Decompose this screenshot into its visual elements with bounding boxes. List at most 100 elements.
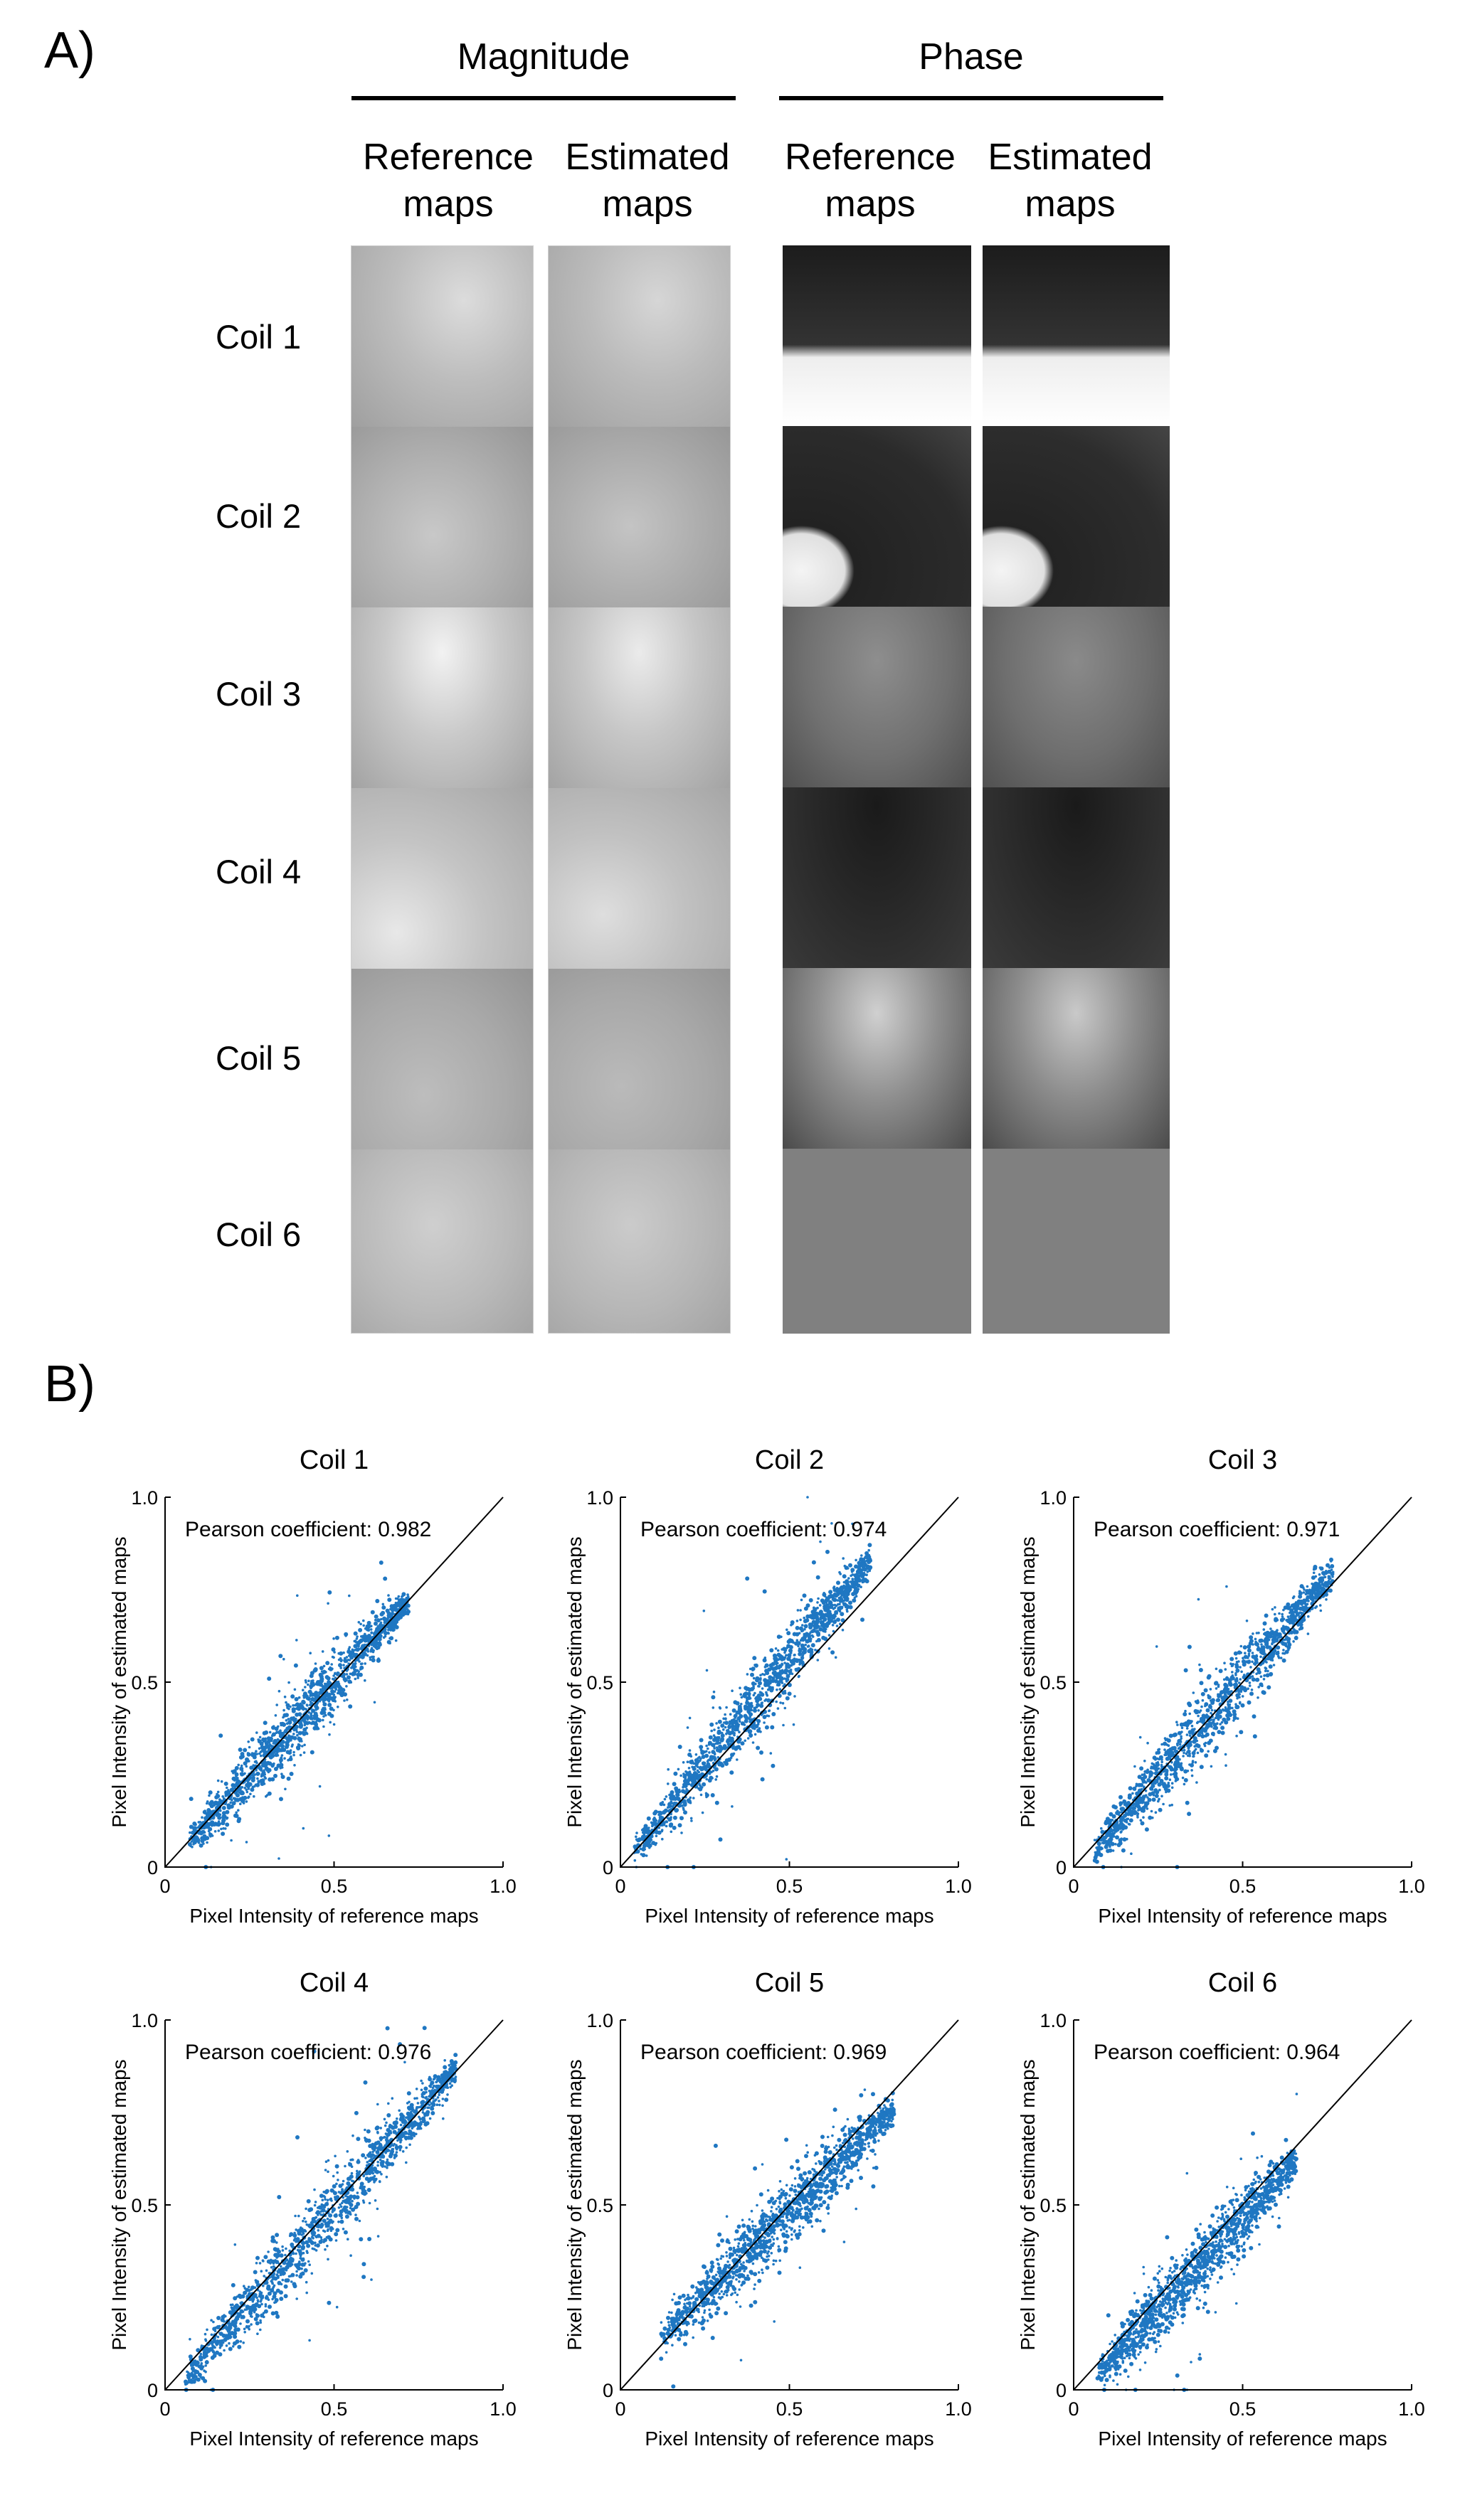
scatter-point xyxy=(758,1727,761,1730)
scatter-point xyxy=(1278,1612,1281,1615)
scatter-point xyxy=(1316,1596,1319,1599)
x-tick-label: 0 xyxy=(615,1876,625,1897)
scatter-point xyxy=(361,1662,364,1665)
scatter-point xyxy=(1250,1689,1254,1691)
scatter-point xyxy=(361,2275,366,2280)
scatter-point xyxy=(633,1859,637,1862)
scatter-point xyxy=(1284,1649,1289,1654)
scatter-point xyxy=(1170,1782,1174,1785)
scatter-point xyxy=(317,1718,322,1723)
scatter-point xyxy=(273,1767,278,1771)
scatter-point xyxy=(1227,1704,1230,1707)
scatter-point xyxy=(667,1802,672,1807)
scatter-point xyxy=(280,1772,283,1775)
scatter-point xyxy=(669,1817,672,1820)
scatter-point xyxy=(344,1679,347,1683)
scatter-point xyxy=(322,1664,326,1668)
scatter-point xyxy=(1200,1748,1204,1753)
scatter-point xyxy=(1248,1681,1252,1684)
scatter-point xyxy=(801,1650,806,1655)
scatter-point xyxy=(282,1708,285,1712)
scatter-point xyxy=(438,2103,441,2107)
scatter-point xyxy=(828,1590,833,1595)
scatter-point xyxy=(322,1685,325,1688)
scatter-point xyxy=(807,1649,812,1654)
scatter-point xyxy=(284,2253,287,2257)
scatter-point xyxy=(672,1815,677,1820)
scatter-point xyxy=(650,1839,653,1841)
scatter-point xyxy=(1162,1802,1165,1806)
scatter-point xyxy=(851,1522,854,1526)
scatter-point xyxy=(260,1745,265,1750)
scatter-point xyxy=(1234,1657,1238,1660)
scatter-point xyxy=(326,1676,331,1681)
scatter-point xyxy=(297,1705,301,1708)
scatter-point xyxy=(216,1794,219,1797)
scatter-point xyxy=(243,2285,245,2287)
scatter-point xyxy=(688,1716,692,1720)
scatter-point xyxy=(290,1694,295,1699)
scatter-point xyxy=(1249,1639,1254,1644)
scatter-point xyxy=(448,2082,452,2085)
scatter-point xyxy=(661,1837,664,1841)
scatter-point xyxy=(1269,1653,1272,1656)
scatter-point xyxy=(194,1823,197,1826)
scatter-point xyxy=(1219,1723,1222,1726)
scatter-point xyxy=(233,1797,236,1800)
scatter-point xyxy=(361,1634,366,1639)
scatter-point xyxy=(803,1627,806,1631)
scatter-point xyxy=(238,1748,243,1752)
scatter-point xyxy=(1137,1809,1140,1812)
scatter-point xyxy=(1308,1592,1311,1595)
scatter-point xyxy=(294,1703,297,1707)
scatter-point xyxy=(301,1707,305,1711)
scatter-point xyxy=(383,2117,386,2121)
scatter-point xyxy=(778,1679,783,1684)
scatter-point xyxy=(824,1598,829,1602)
scatter-point xyxy=(763,1673,766,1676)
scatter-point xyxy=(772,1677,776,1680)
scatter-point xyxy=(285,2247,287,2250)
scatter-point xyxy=(253,1785,256,1788)
scatter-point xyxy=(829,1605,834,1610)
scatter-point xyxy=(250,1737,255,1742)
scatter-point xyxy=(1195,1739,1199,1743)
scatter-point xyxy=(867,1553,871,1557)
scatter-point xyxy=(1116,1825,1121,1829)
scatter-point xyxy=(663,1797,667,1801)
scatter-point xyxy=(1271,1607,1274,1611)
scatter-point xyxy=(359,1638,364,1643)
scatter-point xyxy=(859,1585,862,1588)
map-tile xyxy=(549,969,730,1149)
scatter-point xyxy=(274,1714,277,1717)
scatter-point xyxy=(348,1704,353,1709)
scatter-point xyxy=(206,2328,208,2332)
scatter-point xyxy=(388,1614,393,1619)
scatter-point xyxy=(708,1735,713,1740)
scatter-point xyxy=(699,1738,704,1743)
scatter-point xyxy=(1201,1713,1206,1718)
scatter-point xyxy=(1270,1633,1273,1637)
scatter-point xyxy=(1273,1632,1276,1634)
scatter-point xyxy=(1232,1712,1237,1717)
scatter-point xyxy=(241,1797,246,1802)
scatter-point xyxy=(307,1691,311,1694)
scatter-point xyxy=(207,1829,211,1833)
scatter-point xyxy=(654,1822,659,1827)
scatter-point xyxy=(395,2144,398,2147)
x-tick-label: 0 xyxy=(1068,1876,1079,1897)
scatter-point xyxy=(297,1712,302,1717)
scatter-point xyxy=(651,1824,654,1828)
scatter-point xyxy=(282,1731,285,1735)
scatter-point xyxy=(1224,1668,1227,1671)
scatter-point xyxy=(714,1778,717,1781)
scatter-point xyxy=(1195,1710,1200,1715)
scatter-point xyxy=(1107,1831,1111,1834)
scatter-point xyxy=(729,1722,731,1726)
scatter-point xyxy=(1192,1755,1195,1758)
scatter-point xyxy=(854,1575,857,1578)
scatter-point xyxy=(1262,1628,1266,1631)
scatter-point xyxy=(1286,1602,1291,1607)
scatter-point xyxy=(697,1787,700,1790)
